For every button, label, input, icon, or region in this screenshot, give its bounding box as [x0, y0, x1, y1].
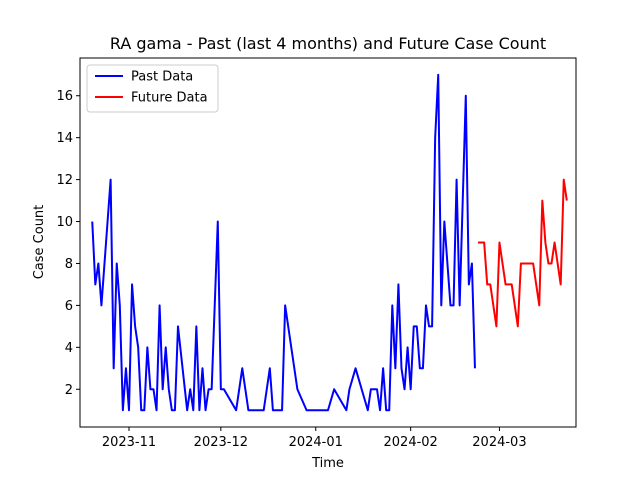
- y-tick-label: 16: [56, 89, 73, 104]
- x-tick-label: 2023-11: [102, 435, 156, 450]
- series-line-1: [478, 178, 568, 328]
- x-axis: 2023-11 2023-12 2024-01 2024-02 2024-03: [102, 427, 527, 450]
- x-tick-label: 2024-01: [289, 435, 343, 450]
- y-tick-label: 12: [56, 173, 73, 188]
- x-tick-label: 2023-12: [194, 435, 248, 450]
- y-tick-label: 4: [65, 341, 73, 356]
- y-tick-label: 10: [56, 215, 73, 230]
- x-axis-label: Time: [311, 456, 344, 471]
- x-tick-label: 2024-02: [384, 435, 438, 450]
- y-axis: 2 4 6 8 10 12 14 16: [56, 89, 80, 398]
- plot-area: [79, 57, 577, 428]
- plot-background: [80, 58, 576, 427]
- x-tick-label: 2024-03: [472, 435, 526, 450]
- series-line-0: [91, 73, 476, 412]
- chart-title: RA gama - Past (last 4 months) and Futur…: [110, 34, 546, 53]
- y-tick-label: 8: [65, 257, 73, 272]
- legend-label-future: Future Data: [131, 91, 208, 106]
- series-layer: [91, 73, 568, 412]
- legend: Past Data Future Data: [86, 64, 219, 113]
- plot-frame: [79, 57, 577, 428]
- y-tick-label: 2: [65, 383, 73, 398]
- y-tick-label: 14: [56, 131, 73, 146]
- y-axis-label: Case Count: [32, 205, 47, 280]
- y-tick-label: 6: [65, 299, 73, 314]
- legend-label-past: Past Data: [131, 70, 193, 85]
